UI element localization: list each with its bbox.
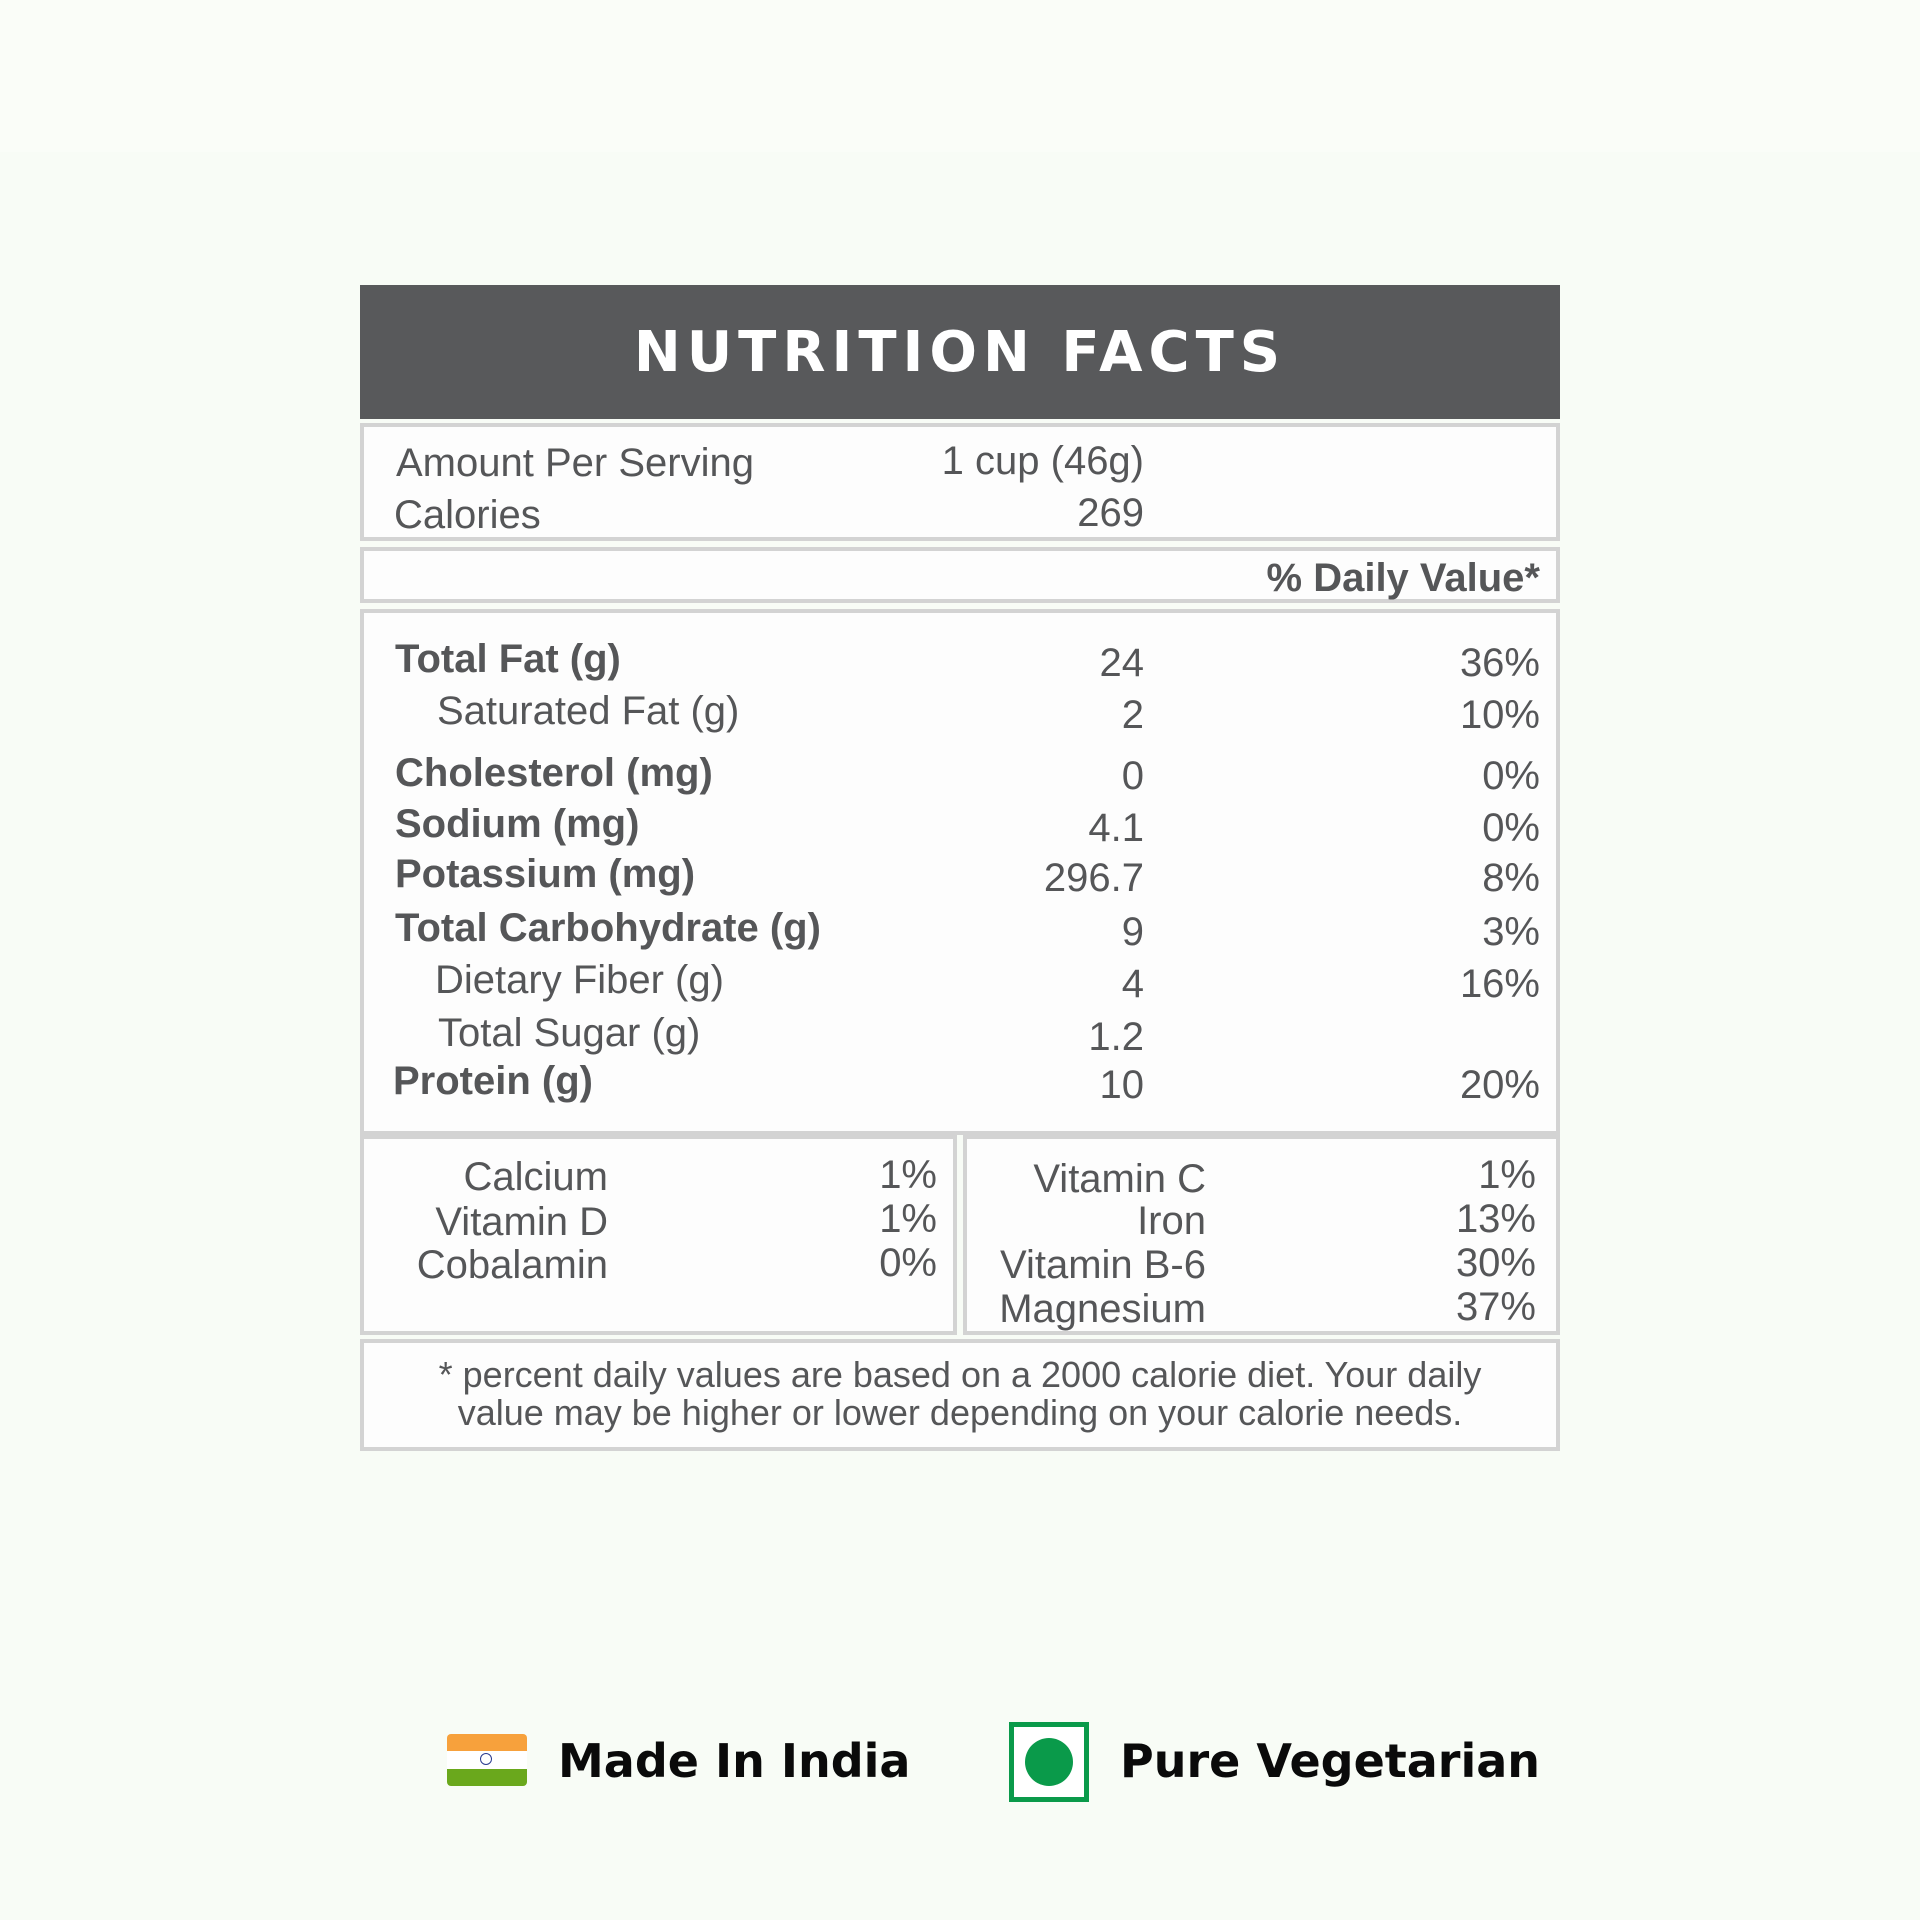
nutrient-label: Total Sugar (g)	[438, 1011, 701, 1055]
nutrient-label: Sodium (mg)	[395, 802, 640, 846]
nutrient-label: Total Carbohydrate (g)	[395, 906, 821, 950]
made-in-india-label: Made In India	[558, 1734, 911, 1788]
calories-value: 269	[1077, 491, 1144, 535]
daily-value-header-row: % Daily Value*	[360, 547, 1560, 603]
vitamin-daily-value: 1%	[879, 1153, 937, 1197]
nutrient-amount: 4.1	[1088, 806, 1144, 850]
nutrient-daily-value: 20%	[1459, 1063, 1540, 1107]
vitamin-daily-value: 37%	[1455, 1285, 1536, 1329]
vitamin-label: Iron	[1137, 1199, 1206, 1243]
vitamin-label: Calcium	[463, 1155, 608, 1199]
nutrient-daily-value: 0%	[1482, 754, 1540, 798]
nutrient-amount: 1.2	[1088, 1015, 1144, 1059]
nutrient-amount: 2	[1121, 693, 1144, 737]
title-bar: NUTRITION FACTS	[360, 285, 1560, 419]
top-band	[0, 0, 1920, 152]
nutrient-amount: 4	[1121, 962, 1144, 1006]
amount-per-serving-value: 1 cup (46g)	[941, 439, 1144, 483]
vitamins-right-column: Vitamin C 1% Iron 13% Vitamin B-6 30% Ma…	[963, 1135, 1560, 1335]
nutrient-amount: 10	[1099, 1063, 1145, 1107]
daily-value-header: % Daily Value*	[1266, 556, 1540, 600]
page-title: NUTRITION FACTS	[633, 319, 1287, 385]
nutrient-label: Saturated Fat (g)	[437, 689, 740, 733]
vitamin-daily-value: 1%	[1478, 1153, 1536, 1197]
nutrient-label: Cholesterol (mg)	[395, 751, 713, 795]
nutrient-amount: 0	[1121, 754, 1144, 798]
nutrient-amount: 9	[1121, 910, 1144, 954]
footnote-line: value may be higher or lower depending o…	[457, 1392, 1463, 1433]
india-flag-icon	[447, 1734, 527, 1786]
vitamins-section: Calcium 1% Vitamin D 1% Cobalamin 0% Vit…	[360, 1135, 1560, 1335]
nutrition-panel: NUTRITION FACTS Amount Per Serving 1 cup…	[360, 285, 1560, 1451]
nutrient-daily-value: 8%	[1482, 856, 1540, 900]
vitamin-label: Cobalamin	[416, 1243, 608, 1287]
vitamin-daily-value: 0%	[879, 1241, 937, 1285]
vitamin-daily-value: 30%	[1455, 1241, 1536, 1285]
vitamins-left-column: Calcium 1% Vitamin D 1% Cobalamin 0%	[360, 1135, 957, 1335]
vitamin-label: Magnesium	[999, 1287, 1206, 1331]
nutrient-daily-value: 3%	[1482, 910, 1540, 954]
vitamin-daily-value: 13%	[1455, 1197, 1536, 1241]
nutrient-label: Potassium (mg)	[395, 852, 696, 896]
nutrient-amount: 24	[1099, 641, 1145, 685]
pure-vegetarian-label: Pure Vegetarian	[1120, 1734, 1541, 1788]
nutrient-label: Dietary Fiber (g)	[435, 958, 724, 1002]
vitamin-label: Vitamin B-6	[999, 1243, 1206, 1287]
amount-per-serving-label: Amount Per Serving	[396, 441, 754, 485]
badges-row: Made In India Pure Vegetarian	[0, 1720, 1920, 1810]
nutrient-label: Total Fat (g)	[395, 637, 621, 681]
calories-label: Calories	[394, 493, 541, 537]
vegetarian-mark-icon	[1009, 1722, 1089, 1802]
vitamin-label: Vitamin C	[1033, 1157, 1206, 1201]
vitamin-daily-value: 1%	[879, 1197, 937, 1241]
nutrient-daily-value: 0%	[1482, 806, 1540, 850]
footnote-section: * percent daily values are based on a 20…	[360, 1339, 1560, 1451]
nutrient-daily-value: 10%	[1459, 693, 1540, 737]
nutrient-amount: 296.7	[1043, 856, 1144, 900]
nutrient-label: Protein (g)	[393, 1059, 593, 1103]
footnote-line: * percent daily values are based on a 20…	[438, 1354, 1482, 1395]
nutrient-daily-value: 36%	[1459, 641, 1540, 685]
vitamin-label: Vitamin D	[435, 1200, 608, 1244]
nutrient-daily-value: 16%	[1459, 962, 1540, 1006]
serving-section: Amount Per Serving 1 cup (46g) Calories …	[360, 423, 1560, 541]
nutrients-section: Total Fat (g) 24 36% Saturated Fat (g) 2…	[360, 609, 1560, 1135]
